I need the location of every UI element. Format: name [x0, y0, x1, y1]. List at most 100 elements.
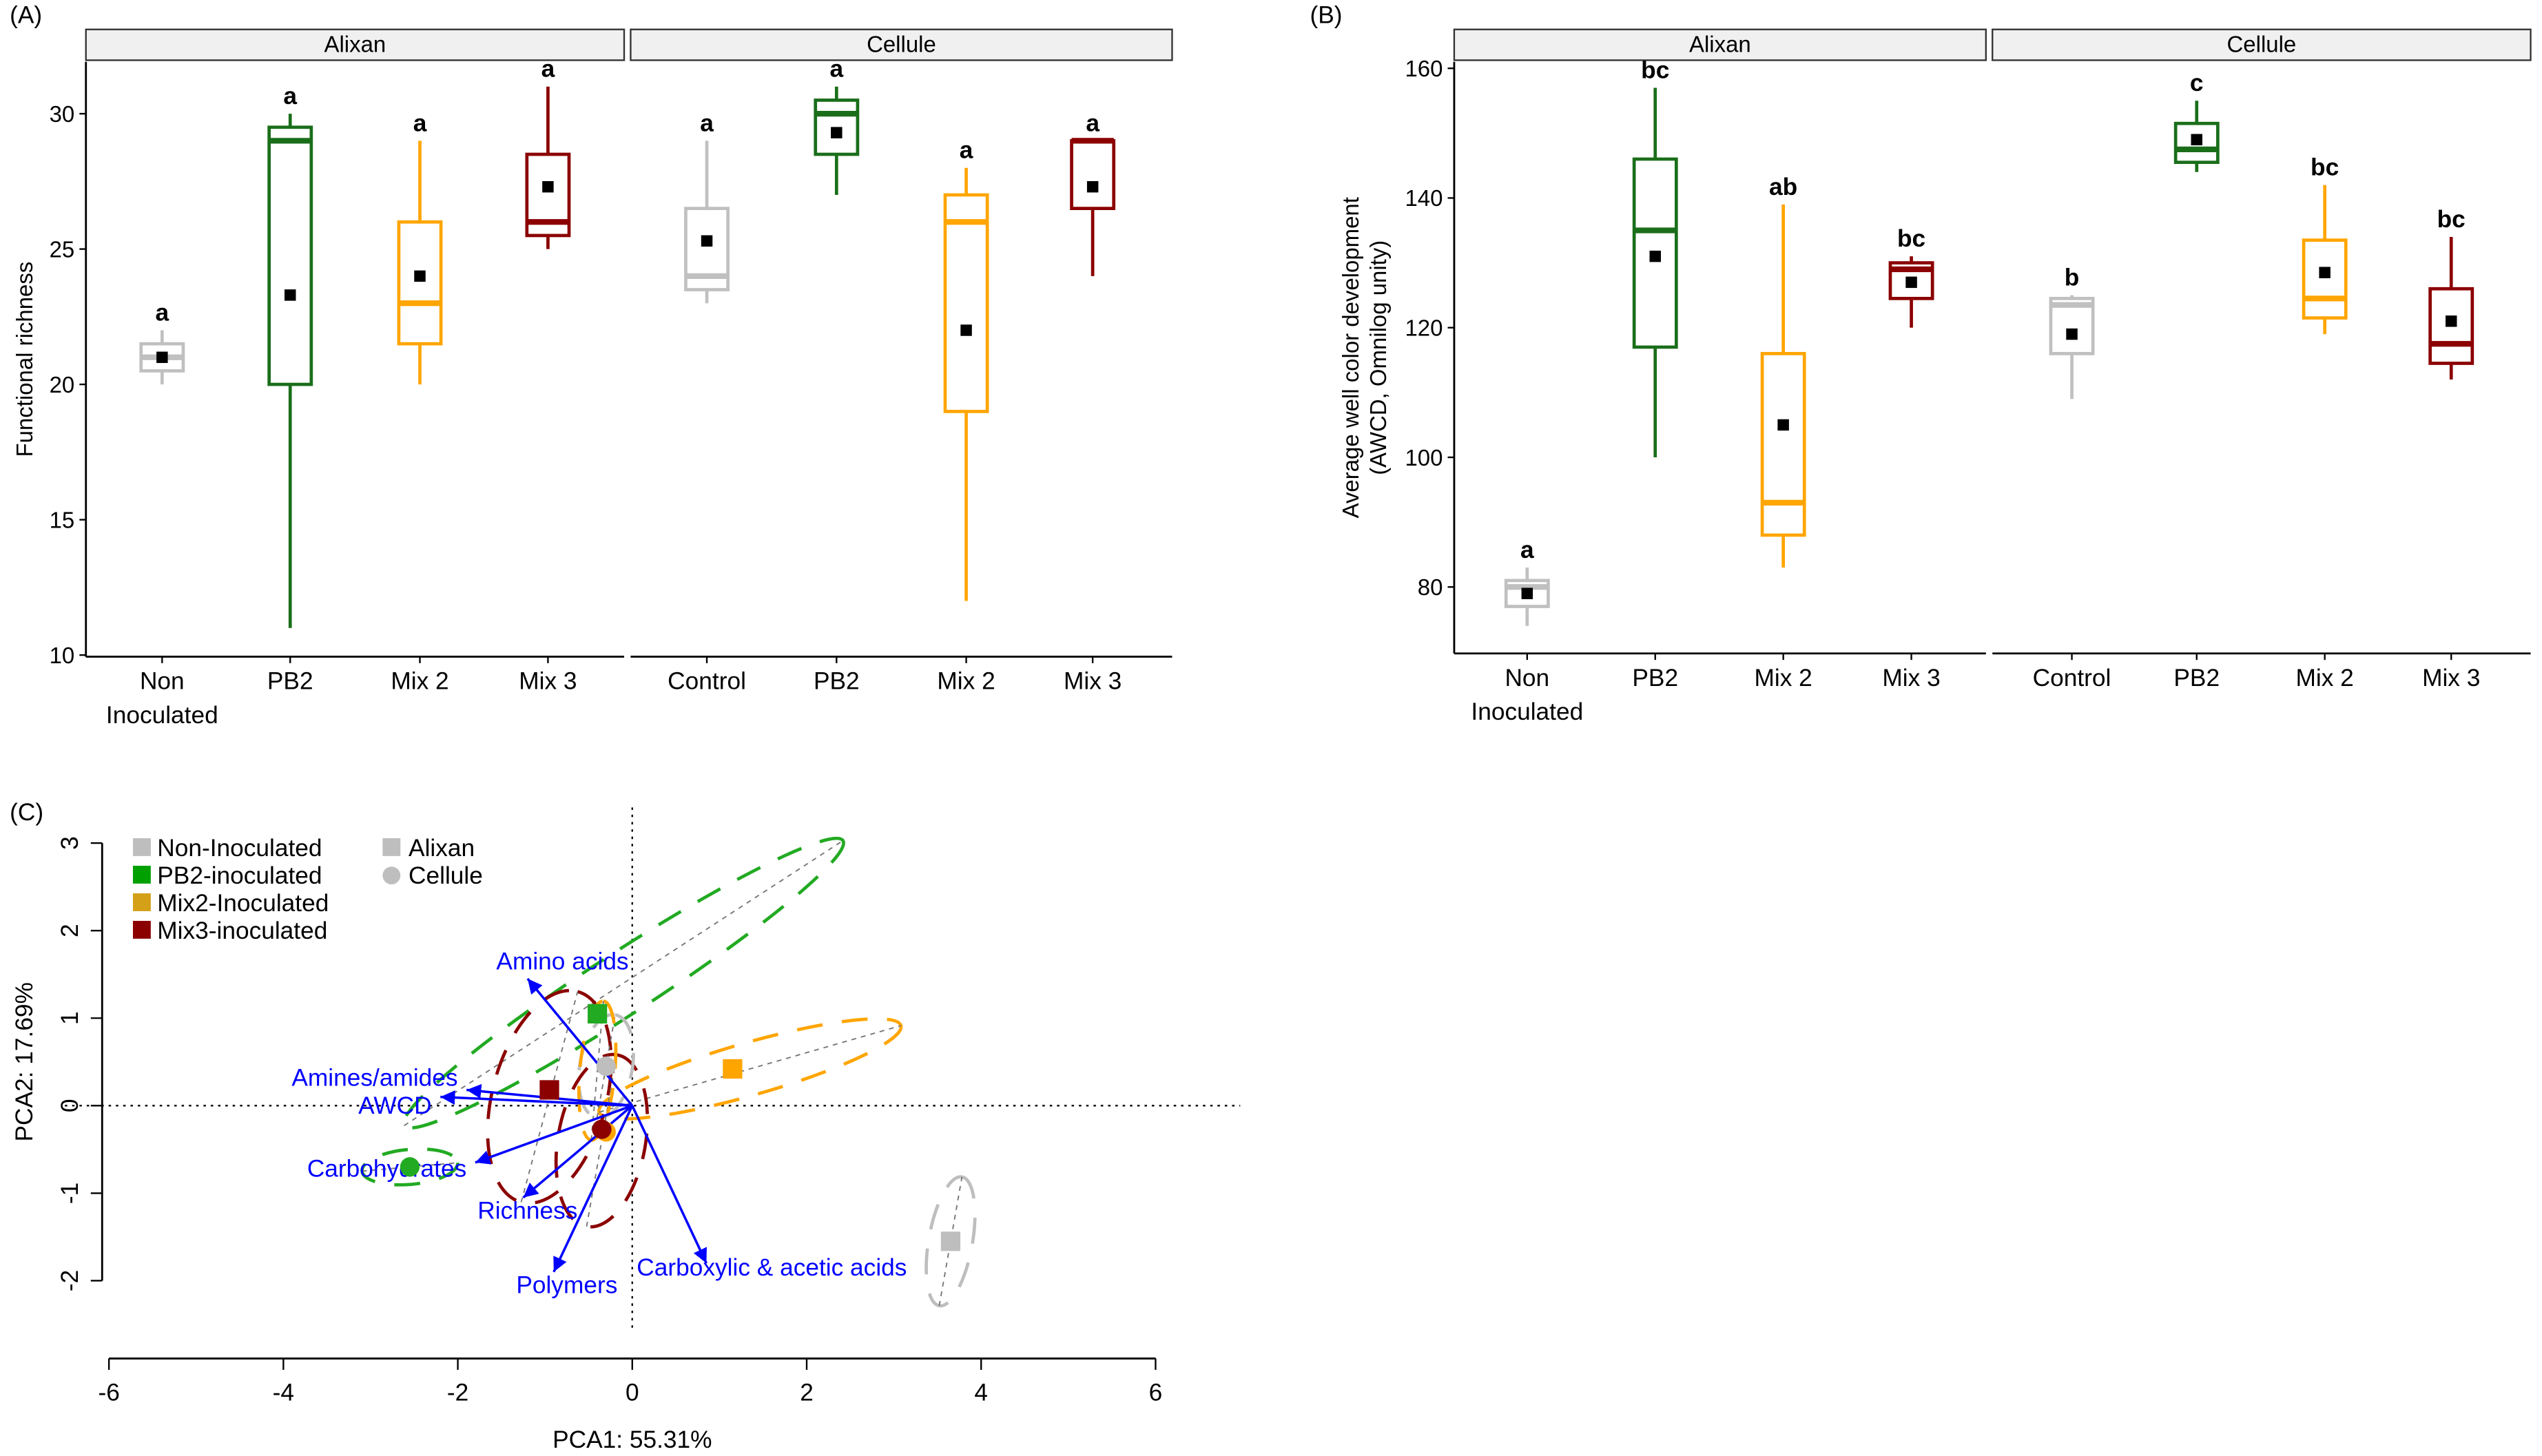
loading-arrow — [475, 1104, 633, 1165]
mean-marker — [831, 127, 843, 138]
loading-label: Polymers — [516, 1272, 617, 1299]
loading-label: Carboxylic & acetic acids — [637, 1254, 907, 1281]
centroid-circle — [596, 1057, 616, 1077]
y-tick-label: 30 — [50, 101, 75, 127]
mean-marker — [960, 324, 972, 336]
panel-label: (A) — [10, 1, 42, 28]
legend-swatch — [132, 838, 151, 856]
x-tick-label: PB2 — [1632, 665, 1678, 691]
centroid-circle — [592, 1119, 612, 1139]
centroid-square — [940, 1231, 961, 1251]
y-tick-label: 2 — [56, 924, 83, 937]
x-tick-label: 4 — [974, 1380, 988, 1406]
loading-arrow — [631, 1105, 708, 1264]
ellipse-axis — [362, 1162, 458, 1172]
box — [943, 193, 989, 413]
x-tick-label: -6 — [98, 1380, 119, 1406]
y-tick-label: 20 — [50, 372, 75, 397]
x-tick-label: 2 — [800, 1380, 814, 1406]
mean-marker — [2319, 267, 2331, 278]
box — [267, 125, 313, 386]
y-tick-label: 15 — [50, 507, 75, 532]
centroid-square — [539, 1080, 559, 1100]
facet-label: Cellule — [2227, 32, 2297, 57]
x-tick-label: Mix 2 — [391, 668, 448, 695]
x-tick-label: Mix 3 — [1064, 668, 1122, 695]
x-tick-label: -4 — [273, 1380, 294, 1406]
significance-letter: a — [156, 299, 169, 326]
significance-letter: a — [283, 83, 297, 110]
x-tick-label: Mix 3 — [519, 668, 577, 695]
significance-letter: a — [541, 56, 555, 83]
y-tick-label: 3 — [56, 836, 83, 850]
significance-letter: a — [413, 110, 427, 136]
loading-label: AWCD — [358, 1092, 431, 1119]
box-control: a Control — [668, 110, 746, 694]
loading-label: Richness — [477, 1198, 577, 1225]
y-tick-label: 160 — [1405, 56, 1443, 81]
box-pb2: a PB2 — [267, 83, 313, 695]
box — [2302, 238, 2348, 320]
mean-marker — [414, 270, 426, 282]
significance-letter: a — [1520, 537, 1534, 563]
loading-label: Amines/amides — [291, 1064, 457, 1091]
y-tick-label: -1 — [56, 1183, 83, 1204]
x-tick-label: Non Inoculated — [1471, 665, 1583, 725]
ellipse-axis — [599, 1025, 902, 1113]
legend-label: PB2-inoculated — [157, 862, 322, 889]
significance-letter: a — [700, 110, 714, 136]
x-tick-label: 0 — [626, 1380, 639, 1406]
mean-marker — [1649, 250, 1661, 262]
loading-label: Carbohydrates — [307, 1156, 466, 1183]
significance-letter: ab — [1769, 174, 1797, 200]
mean-marker — [1905, 276, 1917, 289]
box — [1760, 352, 1806, 537]
ellipse-axis — [938, 1176, 963, 1306]
panel-label: (B) — [1310, 1, 1342, 28]
x-tick-label: Mix 2 — [2296, 665, 2354, 691]
x-tick-label: Control — [668, 668, 746, 695]
y-axis-label: Average well color development (AWCD, Omn… — [1338, 197, 1391, 518]
legend-label: Cellule — [409, 862, 483, 889]
x-axis-label: PCA1: 55.31% — [552, 1426, 712, 1453]
loading-arrow — [526, 977, 634, 1107]
legend-swatch — [132, 921, 151, 939]
significance-letter: a — [960, 137, 973, 164]
significance-letter: bc — [2311, 154, 2339, 181]
significance-letter: bc — [1897, 225, 1925, 252]
box — [1070, 139, 1116, 210]
facet-label: Cellule — [867, 32, 936, 57]
y-tick-label: -2 — [56, 1270, 83, 1291]
box-mix-2: ab Mix 2 — [1754, 174, 1812, 691]
box-non-inoculated: a Non Inoculated — [1471, 537, 1583, 725]
panel-b-boxplot: (B) Alixan Cellule 80 100 120 140 160 Average we… — [1310, 1, 2532, 725]
mean-marker — [1086, 180, 1099, 193]
legend-label: Mix3-inoculated — [157, 917, 327, 944]
y-tick-label: 140 — [1405, 185, 1443, 211]
facet-strip — [630, 28, 1173, 61]
mean-marker — [2445, 315, 2457, 327]
panel-c-pca-biplot: (C) -6 -4 -2 0 2 4 6 PCA1: 55.31% -2 -1 0 1 2 3 PCA2: 1… — [10, 799, 1241, 1453]
box-mix-2: a Mix 2 — [937, 137, 995, 695]
facet-label: Alixan — [1689, 32, 1751, 57]
box-mix-2: a Mix 2 — [391, 110, 448, 694]
centroid-square — [723, 1059, 743, 1079]
facet-label: Alixan — [324, 32, 386, 57]
x-tick-label: Mix 2 — [1754, 665, 1812, 691]
box — [397, 220, 443, 346]
legend-circle-icon — [382, 866, 401, 885]
loading-label: Amino acids — [496, 948, 628, 975]
box-pb2: bc PB2 — [1632, 56, 1678, 691]
legend-square-icon — [382, 838, 401, 856]
x-tick-label: Mix 2 — [937, 668, 995, 695]
y-axis-label: Functional richness — [12, 262, 37, 457]
y-tick-label: 25 — [50, 236, 75, 262]
y-tick-label: 1 — [56, 1011, 83, 1025]
mean-marker — [156, 351, 168, 364]
box-control: b Control — [2033, 264, 2111, 691]
y-tick-label: 80 — [1418, 574, 1443, 600]
facet-strip — [1992, 28, 2532, 61]
x-tick-label: Non Inoculated — [106, 668, 218, 729]
panel-label: (C) — [10, 799, 43, 826]
